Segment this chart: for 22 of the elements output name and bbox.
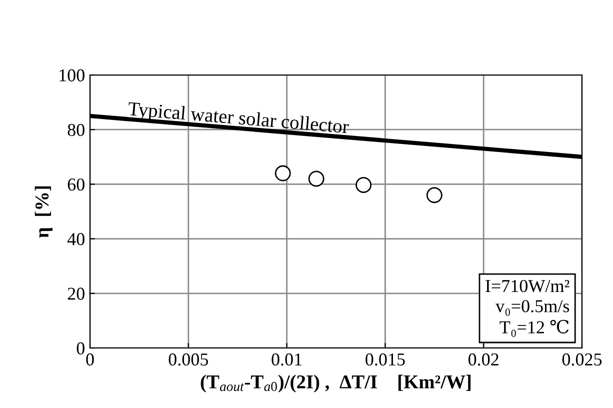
- point: [426, 187, 442, 204]
- y-tick-label: 100: [60, 69, 84, 82]
- point: [274, 165, 291, 182]
- y-tick-label: 40: [67, 233, 84, 246]
- y-axis-title: η [%]: [34, 186, 52, 238]
- point: [356, 177, 372, 193]
- y-tick-label: 80: [68, 124, 84, 136]
- x-tick-label: 0.02: [468, 353, 498, 366]
- annotation: I=710W/m²: [486, 280, 570, 292]
- x-axis-title: (T$_{aout}$-T$_{a0}$)/(2I) , ΔT/I [Km²/W]: [200, 374, 471, 392]
- x-tick-label: 0.025: [562, 353, 602, 366]
- annotation: Typical water solar collector: [128, 101, 350, 138]
- point: [308, 170, 324, 187]
- annotation: T₀=12 ℃: [500, 320, 569, 337]
- x-tick-label: 0.015: [366, 353, 405, 366]
- y-tick-label: 0: [76, 342, 84, 354]
- annotation: v₀=0.5m/s: [496, 300, 570, 316]
- x-tick-label: 0.01: [272, 353, 302, 366]
- x-tick-label: 0.005: [168, 353, 208, 366]
- y-tick-label: 20: [68, 288, 84, 300]
- y-tick-label: 60: [68, 178, 84, 191]
- x-tick-label: 0: [86, 353, 94, 366]
